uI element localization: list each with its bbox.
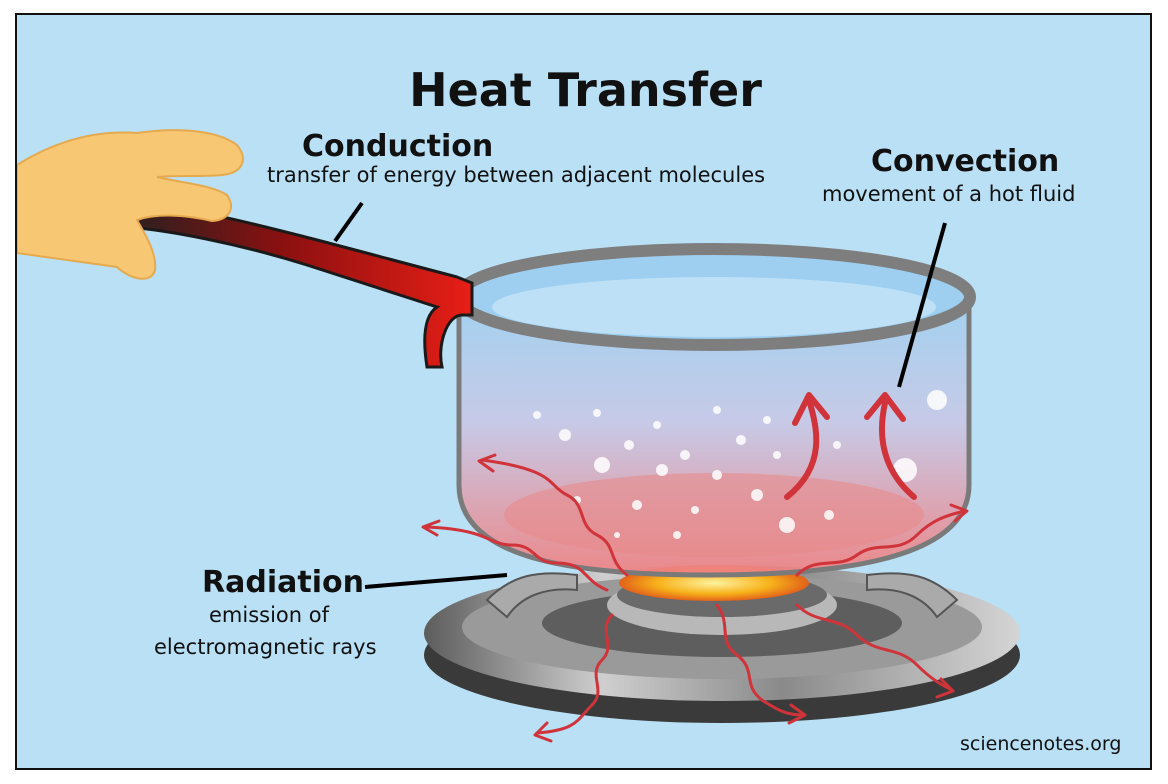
conduction-leader-line xyxy=(333,201,364,243)
heat-transfer-illustration xyxy=(17,129,1020,743)
radiation-description-line2: electromagnetic rays xyxy=(154,635,377,659)
convection-heading: Convection xyxy=(871,144,1060,179)
source-credit: sciencenotes.org xyxy=(960,733,1122,755)
diagram-title: Heat Transfer xyxy=(409,63,762,117)
water-bubbles xyxy=(533,390,947,539)
convection-description: movement of a hot fluid xyxy=(822,182,1076,206)
radiation-heading: Radiation xyxy=(202,565,364,600)
convection-leader-line xyxy=(897,222,947,388)
conduction-description: transfer of energy between adjacent mole… xyxy=(267,163,766,187)
radiation-leader-line xyxy=(364,573,508,589)
stove-burner xyxy=(424,565,1020,723)
diagram-frame: Heat Transfer Conduction transfer of ene… xyxy=(15,13,1152,770)
radiation-arrows xyxy=(421,453,969,743)
hand xyxy=(17,129,244,280)
radiation-description-line1: emission of xyxy=(209,603,330,627)
pot-handle xyxy=(125,203,474,369)
cooking-pot xyxy=(452,243,976,578)
convection-arrows xyxy=(784,392,917,500)
conduction-heading: Conduction xyxy=(302,129,494,164)
